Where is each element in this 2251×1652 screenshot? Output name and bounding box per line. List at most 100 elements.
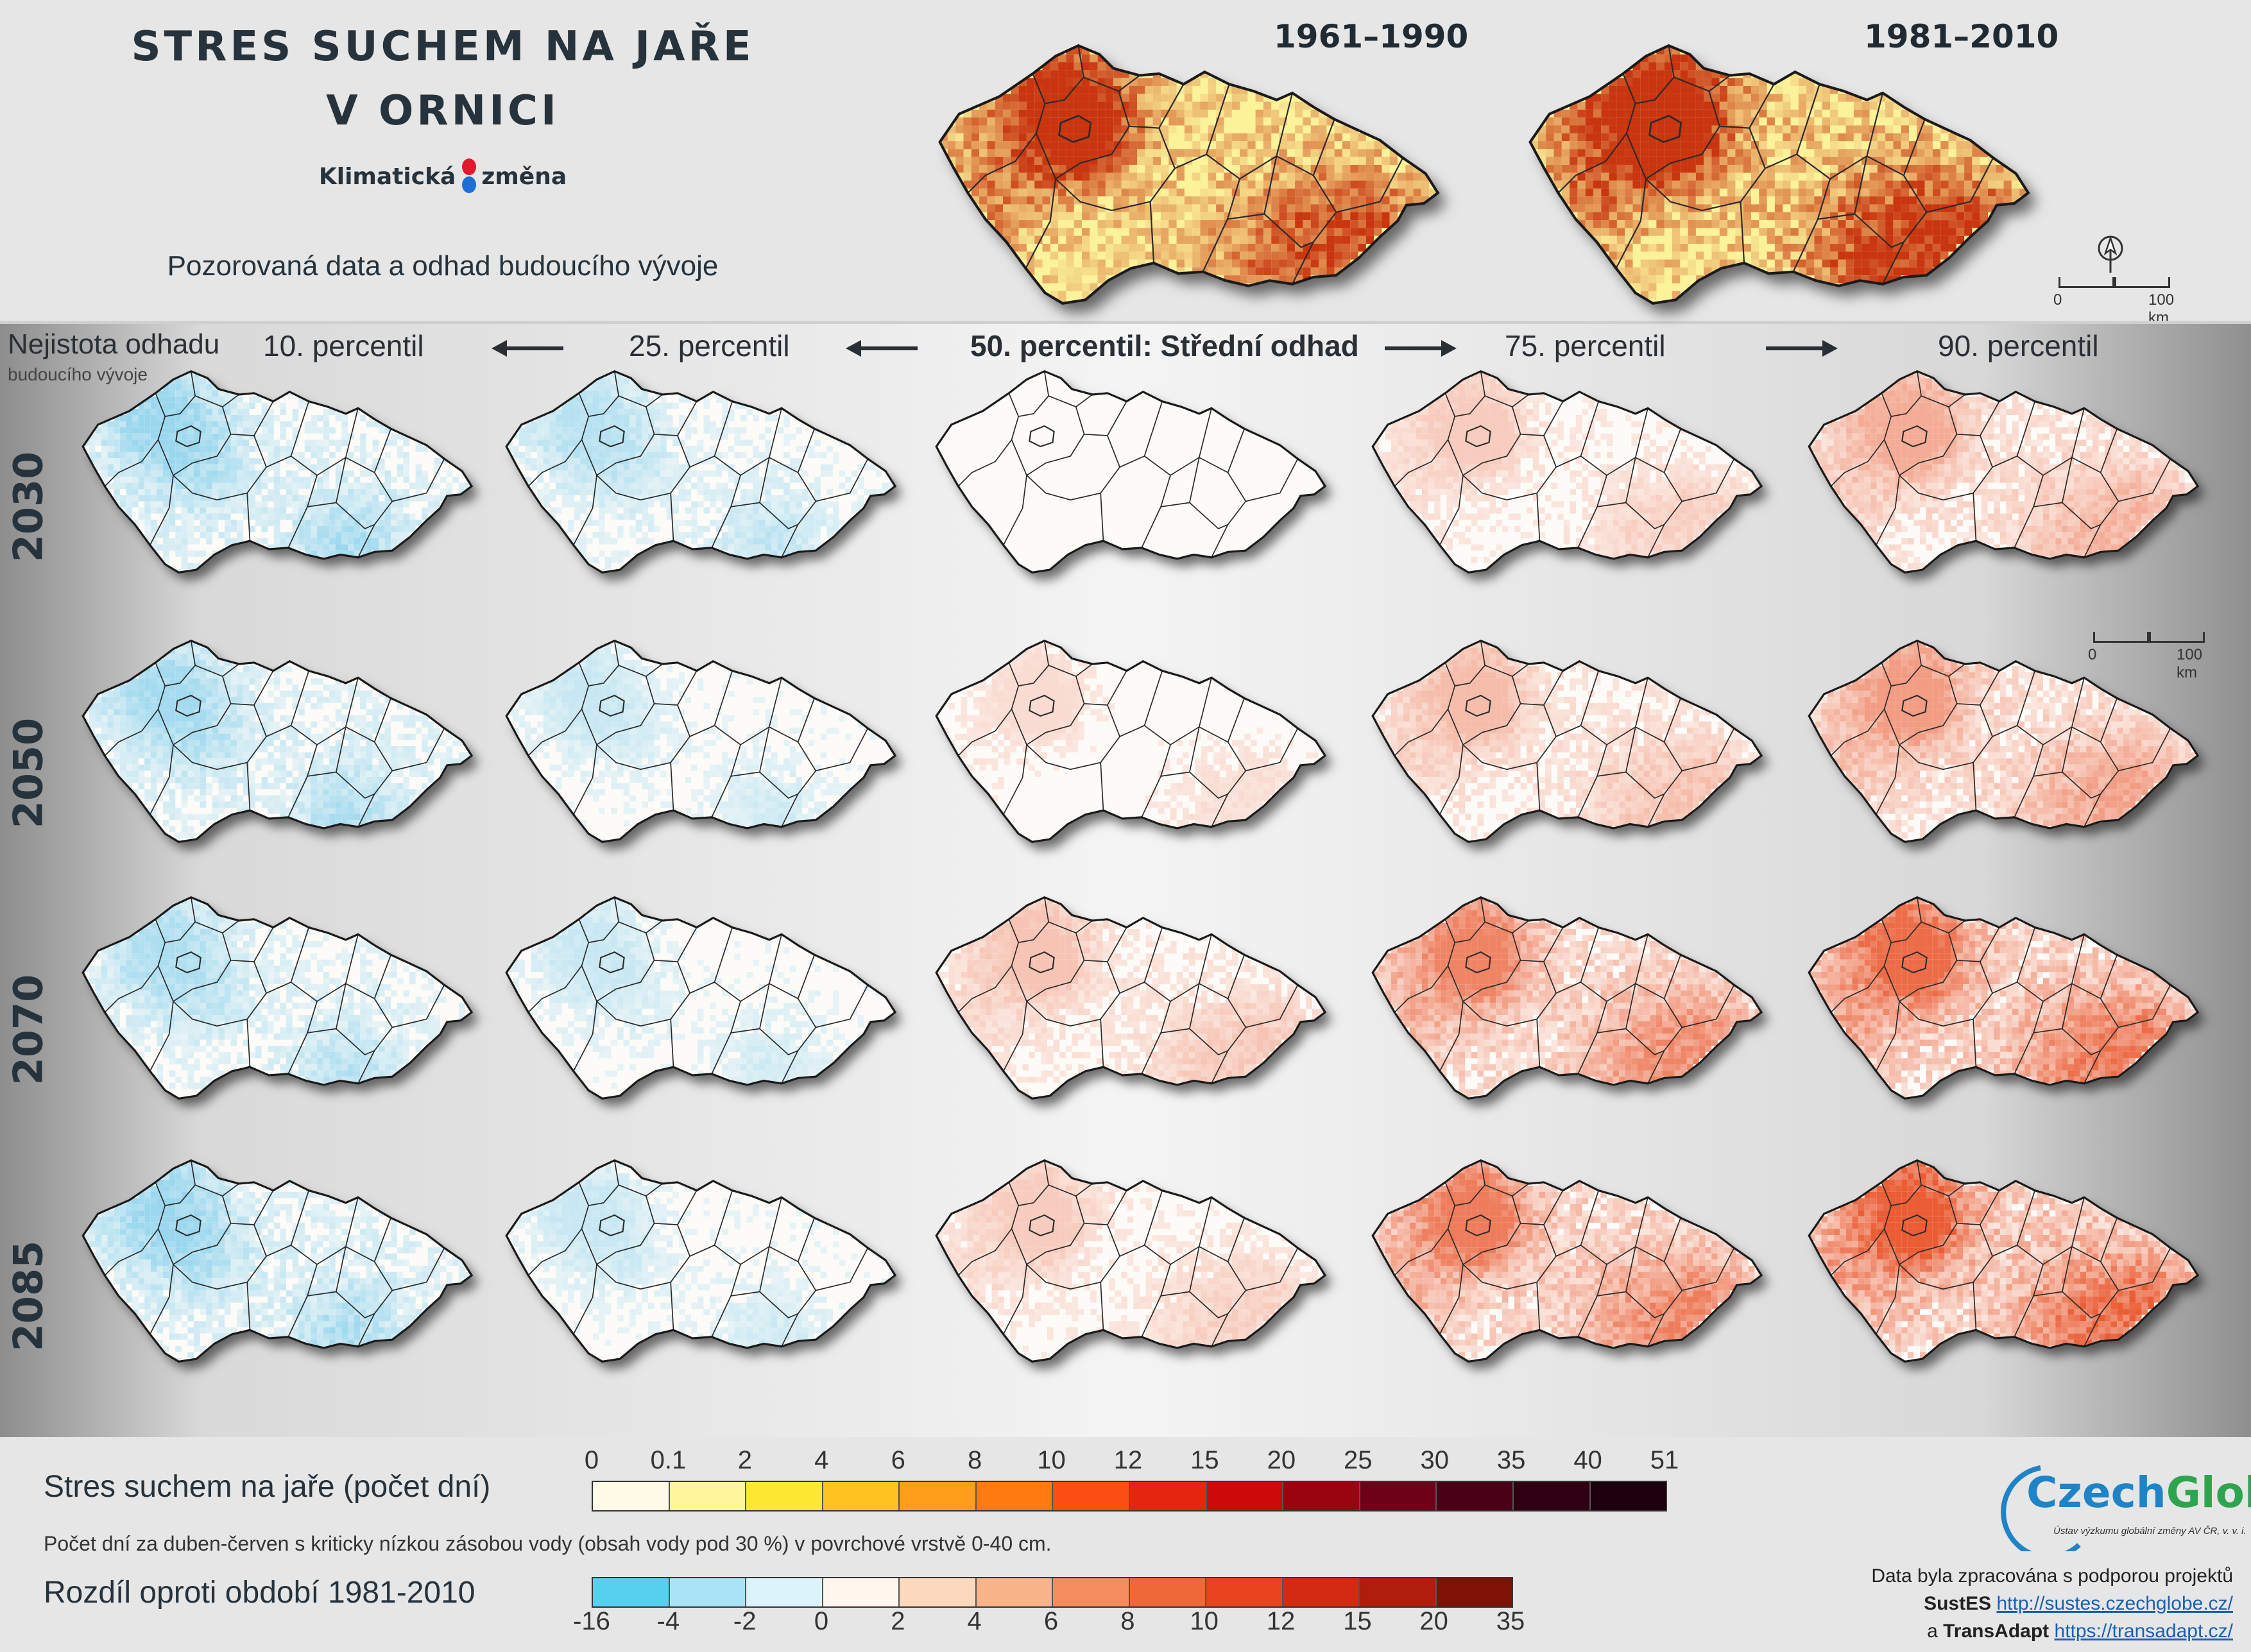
colorbar-cell (1053, 1482, 1131, 1510)
year-label-2070: 2070 (5, 975, 52, 1086)
region-border (1026, 1195, 1085, 1265)
country-outline (935, 370, 1327, 574)
prague-border (599, 951, 625, 974)
region-border (1615, 133, 1647, 269)
region-border (1202, 153, 1241, 273)
region-border (1926, 157, 1994, 213)
country-outline (1371, 1159, 1763, 1363)
region-border (588, 371, 620, 417)
region-border (1921, 920, 1965, 934)
projection-map-2085-p2 (505, 1159, 897, 1363)
region-border (1484, 1183, 1529, 1197)
region-border (1536, 1282, 1541, 1331)
region-border (957, 919, 1020, 1013)
region-border (1555, 670, 1600, 737)
region-border (1899, 704, 1994, 771)
prague-border (1901, 1214, 1928, 1237)
region-border (1854, 213, 1904, 248)
region-border (596, 1224, 691, 1290)
colorbar-tick-label: 2 (891, 1607, 905, 1636)
map-raster (506, 641, 877, 842)
project2-link[interactable]: https://transadapt.cz/ (2055, 1621, 2233, 1642)
projection-map-2070-p5 (1808, 896, 2200, 1100)
region-border (173, 704, 268, 771)
region-border (588, 640, 620, 686)
scalebar-zero: 0 (2053, 291, 2062, 309)
brand-right-text: změna (481, 164, 567, 190)
region-border (149, 1229, 174, 1335)
region-border (1899, 932, 1958, 1002)
region-border (1875, 709, 1900, 815)
region-border (1455, 640, 1486, 686)
projection-map-2085-p1 (81, 1159, 474, 1363)
region-border (1625, 1291, 1665, 1319)
region-border (1682, 458, 1735, 502)
region-border (1100, 762, 1104, 811)
region-border (316, 934, 359, 1002)
colorbar-tick-label: 20 (1267, 1446, 1296, 1475)
region-border (165, 640, 196, 686)
region-border (572, 1229, 597, 1335)
region-border (173, 406, 232, 476)
region-border (1462, 1195, 1521, 1265)
region-border (104, 919, 166, 1013)
region-border (1625, 502, 1665, 530)
map-raster (89, 641, 471, 839)
region-border (357, 472, 393, 558)
region-border (149, 966, 174, 1072)
region-border (1973, 1019, 1977, 1068)
region-border (1394, 919, 1456, 1013)
colorbar-cell (746, 1578, 823, 1606)
region-border (2118, 984, 2171, 1028)
region-border (357, 998, 393, 1084)
region-border (2062, 1028, 2101, 1056)
region-border (1682, 728, 1735, 772)
prague-border (1901, 425, 1928, 448)
region-border (1899, 961, 1994, 1027)
region-border (588, 1160, 620, 1206)
region-border (1645, 90, 1720, 180)
region-border (357, 1261, 393, 1347)
prague-border (1465, 1214, 1491, 1237)
region-border (1891, 897, 1922, 943)
region-border (781, 1261, 817, 1347)
region-border (1026, 932, 1085, 1002)
colorbar-tick-label: 6 (891, 1446, 905, 1475)
region-border (588, 897, 620, 943)
region-border (711, 456, 741, 549)
region-border (1899, 676, 1958, 745)
region-border (246, 1282, 251, 1331)
region-border (1245, 728, 1299, 772)
region-border (173, 932, 232, 1002)
legend-panel: Stres suchem na jaře (počet dní) Počet d… (0, 1437, 2251, 1652)
region-border (1018, 640, 1050, 686)
region-border (1189, 502, 1228, 530)
region-border (307, 726, 347, 777)
country-outline (505, 639, 897, 843)
country-shape (936, 371, 1326, 573)
country-outline (81, 370, 474, 574)
region-border (1026, 406, 1085, 476)
region-border (307, 457, 347, 507)
colorbar-cell (593, 1578, 670, 1606)
region-border (1002, 966, 1027, 1072)
region-border (957, 393, 1020, 487)
region-border (1462, 961, 1557, 1027)
projection-map-2050-p2 (505, 639, 897, 843)
region-border (1048, 920, 1093, 934)
project1-link[interactable]: http://sustes.czechglobe.cz/ (1996, 1593, 2233, 1614)
region-border (1018, 897, 1050, 943)
region-border (1018, 371, 1050, 417)
region-border (2084, 472, 2119, 558)
colorbar-tick-label: 4 (814, 1446, 828, 1475)
region-border (173, 1224, 268, 1290)
arrow-right-icon (1766, 340, 1838, 357)
region-border (1048, 663, 1093, 677)
region-border (1455, 371, 1486, 417)
colorbar-tick-label: 6 (1044, 1607, 1058, 1636)
region-border (1439, 439, 1464, 546)
region-border (165, 1160, 196, 1206)
region-border (1647, 472, 1683, 558)
region-border (2118, 1247, 2171, 1291)
colorbar-cell (900, 1482, 977, 1510)
